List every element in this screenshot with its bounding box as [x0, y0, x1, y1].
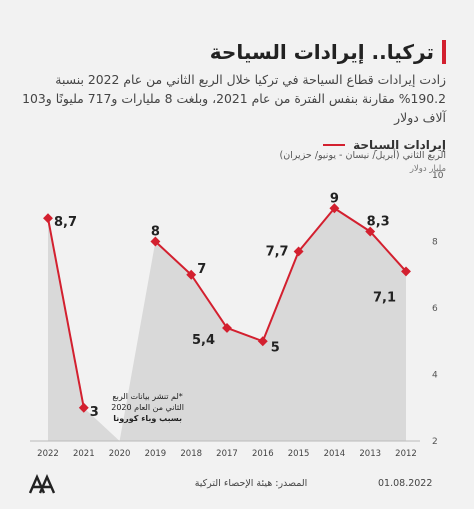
data-label: 3	[90, 405, 99, 420]
chart-subtitle: زادت إيرادات قطاع السياحة في تركيا خلال …	[22, 72, 446, 125]
title-row: تركيا.. إيرادات السياحة	[210, 40, 446, 64]
area-fill	[48, 208, 406, 441]
data-label: 9	[330, 191, 339, 206]
data-point-marker	[186, 269, 197, 280]
agency-logo	[28, 474, 56, 494]
title-accent-bar	[442, 40, 446, 64]
x-tick-label: 2015	[288, 449, 310, 459]
x-tick-label: 2014	[324, 449, 346, 459]
data-point-marker	[329, 203, 340, 214]
footnote-line: الثاني من العام 2020	[111, 403, 184, 412]
data-point-marker	[222, 323, 232, 333]
period-note: الربع الثاني (أبريل/ نيسان - يونيو/ حزير…	[279, 150, 446, 161]
data-point-marker	[293, 246, 304, 257]
chart-title: تركيا.. إيرادات السياحة	[209, 40, 434, 64]
y-tick-label: 10	[432, 171, 444, 181]
publish-date: 01.08.2022	[378, 478, 433, 489]
footnote-line: بسبب وباء كورونا	[113, 414, 182, 423]
x-tick-label: 2022	[37, 449, 59, 459]
y-tick-label: 4	[432, 371, 438, 381]
data-label: 5,4	[192, 333, 215, 348]
y-tick-label: 2	[432, 437, 438, 447]
data-point-marker	[150, 236, 161, 247]
data-point-marker	[257, 336, 268, 347]
data-point-marker	[43, 213, 53, 224]
x-tick-label: 2017	[216, 449, 238, 459]
data-point-marker	[365, 226, 376, 237]
legend-label: إيرادات السياحة	[353, 138, 446, 152]
data-label: 8	[151, 225, 160, 240]
legend-line-swatch	[323, 144, 346, 146]
data-label: 8,7	[54, 215, 77, 230]
y-tick-label: 6	[432, 304, 438, 314]
data-label: 7,7	[266, 244, 289, 259]
data-label: 5	[271, 340, 280, 355]
x-tick-label: 2019	[145, 449, 167, 459]
series-line-segment	[154, 207, 407, 343]
x-tick-label: 2021	[73, 449, 95, 459]
x-tick-label: 2018	[180, 449, 202, 459]
x-tick-label: 2012	[395, 449, 417, 459]
unit-label: مليار دولار	[409, 164, 446, 174]
data-label: 7,1	[373, 290, 396, 305]
series-line-segment	[47, 218, 85, 408]
data-label: 8,3	[367, 215, 390, 230]
source-note: المصدر: هيئة الإحصاء التركية	[194, 478, 308, 489]
y-tick-label: 8	[432, 238, 438, 248]
footnote-line: *لم تنشر بيانات الربع	[112, 392, 182, 401]
x-tick-label: 2016	[252, 449, 274, 459]
legend: إيرادات السياحة	[323, 138, 446, 152]
data-point-marker	[401, 266, 411, 277]
x-tick-label: 2013	[359, 449, 381, 459]
data-label: 7	[197, 262, 206, 277]
x-tick-label: 2020	[109, 449, 131, 459]
